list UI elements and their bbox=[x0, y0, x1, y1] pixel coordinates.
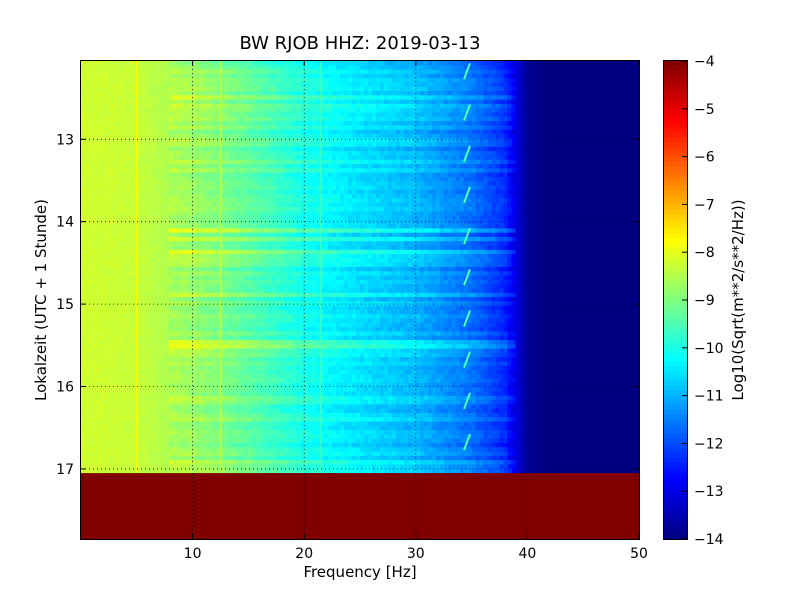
x-tick-label: 40 bbox=[518, 546, 536, 562]
recurring-feature bbox=[463, 227, 471, 245]
x-tick-label: 50 bbox=[630, 546, 648, 562]
no-data-region bbox=[81, 473, 639, 539]
recurring-feature bbox=[463, 104, 471, 121]
colorbar-tick-label: −12 bbox=[694, 436, 724, 452]
x-tick-label: 10 bbox=[184, 546, 202, 562]
colorbar bbox=[664, 61, 687, 540]
y-axis-ticks: 13 14 15 16 17 bbox=[56, 132, 639, 478]
recurring-feature bbox=[463, 433, 471, 451]
colorbar-frame bbox=[663, 60, 688, 540]
chart-title: BW RJOB HHZ: 2019-03-13 bbox=[239, 33, 480, 54]
spectral-line bbox=[136, 61, 138, 474]
colorbar-tick-label: −10 bbox=[694, 341, 724, 357]
y-tick-label: 14 bbox=[56, 215, 74, 231]
recurring-feature bbox=[463, 145, 471, 163]
recurring-feature bbox=[463, 310, 471, 327]
x-tick-label: 30 bbox=[407, 546, 425, 562]
spectral-line bbox=[320, 61, 322, 474]
colorbar-label: Log10(Sqrt(m**2/s**2/Hz)) bbox=[729, 199, 747, 400]
colorbar-tick-label: −7 bbox=[694, 197, 715, 213]
recurring-feature bbox=[463, 392, 471, 410]
colorbar-tick-label: −5 bbox=[694, 102, 715, 118]
colorbar-tick-label: −6 bbox=[694, 150, 715, 166]
colorbar-tick-label: −13 bbox=[694, 484, 724, 500]
y-tick-label: 13 bbox=[56, 132, 74, 148]
recurring-feature bbox=[463, 186, 471, 204]
colorbar-tick-label: −4 bbox=[694, 54, 715, 70]
colorbar-tick-label: −8 bbox=[694, 245, 715, 261]
grid-lines bbox=[81, 61, 639, 539]
spectrogram-plot bbox=[81, 61, 640, 539]
x-axis-label: Frequency [Hz] bbox=[303, 563, 416, 581]
y-tick-label: 15 bbox=[56, 297, 74, 313]
colorbar-tick-label: −9 bbox=[694, 293, 715, 309]
recurring-feature bbox=[463, 268, 471, 286]
y-tick-label: 16 bbox=[56, 380, 74, 396]
spectral-line bbox=[219, 61, 222, 474]
y-axis-label: Lokalzeit (UTC + 1 Stunde) bbox=[32, 199, 50, 401]
plot-frame bbox=[80, 60, 640, 540]
x-tick-label: 20 bbox=[295, 546, 313, 562]
colorbar-ticks: −4 −5 −6 −7 −8 −9 −10 −11 −12 −13 −14 bbox=[682, 54, 724, 548]
recurring-feature bbox=[463, 351, 471, 369]
colorbar-tick-label: −14 bbox=[694, 532, 724, 548]
x-axis-ticks: 10 20 30 40 50 bbox=[184, 61, 648, 562]
colorbar-tick-label: −11 bbox=[694, 389, 724, 405]
y-tick-label: 17 bbox=[56, 462, 74, 478]
recurring-feature bbox=[463, 62, 471, 80]
